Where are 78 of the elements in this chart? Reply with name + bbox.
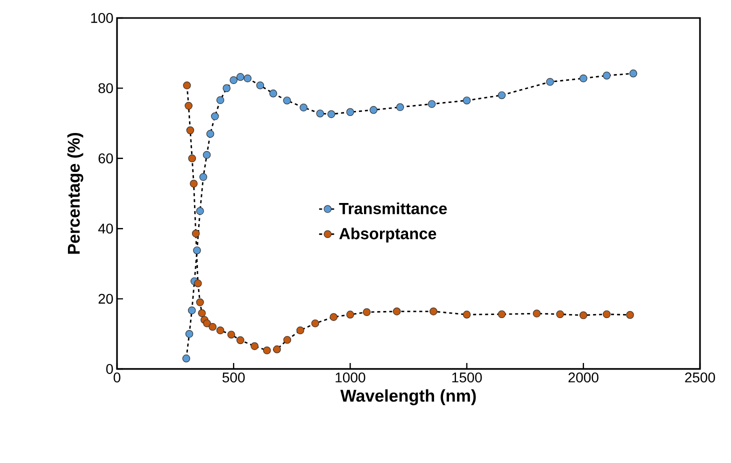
point [208,322,217,331]
point [186,126,194,134]
point [190,180,198,188]
point [182,354,190,362]
point [316,110,324,118]
point [283,96,291,104]
point [283,336,292,344]
point [346,108,354,116]
x-tick-label: 1500 [452,372,482,382]
point [556,310,564,318]
point [203,319,211,328]
point [216,96,224,104]
y-tick-label: 20 [98,294,113,304]
point [300,104,308,112]
point [362,308,371,316]
point [462,310,471,318]
point [196,298,204,306]
x-tick-label: 1000 [336,372,366,382]
legend-label: Absorptance [339,228,436,242]
point [629,70,638,78]
point [184,102,192,110]
point [546,78,554,86]
point [192,230,200,238]
point [330,313,338,321]
point [626,311,634,319]
point [227,330,236,338]
point [206,130,214,138]
point [579,311,588,320]
point [194,279,202,288]
point [602,72,611,80]
point [579,74,588,82]
point [430,308,438,316]
point [296,326,304,334]
point [183,81,191,90]
point [462,96,471,104]
point [211,112,219,120]
point [193,246,201,254]
point [230,76,238,84]
x-tick-label: 500 [222,372,245,382]
y-tick-label: 80 [98,83,113,94]
point [188,154,196,162]
point [392,308,401,316]
point [396,103,404,112]
point [263,346,271,354]
point [222,84,231,92]
point [199,173,208,181]
point [244,74,252,82]
point [202,150,211,159]
point [602,310,611,318]
x-tick-label: 0 [114,372,120,382]
point [346,310,354,318]
x-tick-label: 2000 [568,372,598,382]
point [311,319,320,328]
point [273,345,281,354]
y-tick-label: 40 [98,224,113,234]
y-axis-title: Percentage (%) [67,132,84,254]
point [236,336,244,344]
x-axis-title: Wavelength (nm) [340,389,476,406]
point [188,306,196,314]
point [185,330,194,338]
y-tick-label: 100 [91,13,113,23]
point [236,73,244,81]
point [198,309,206,318]
point [327,110,336,118]
point [532,310,541,318]
y-tick-label: 0 [106,364,113,374]
point [370,106,378,114]
legend-label: Transmittance [339,202,447,214]
point [250,342,258,350]
y-tick-label: 60 [98,153,113,164]
x-tick-label: 2500 [685,372,716,382]
point [196,207,204,215]
point [269,90,278,98]
point [256,81,264,90]
point [428,100,436,108]
point [216,326,224,334]
point [498,91,506,100]
point [498,310,506,318]
